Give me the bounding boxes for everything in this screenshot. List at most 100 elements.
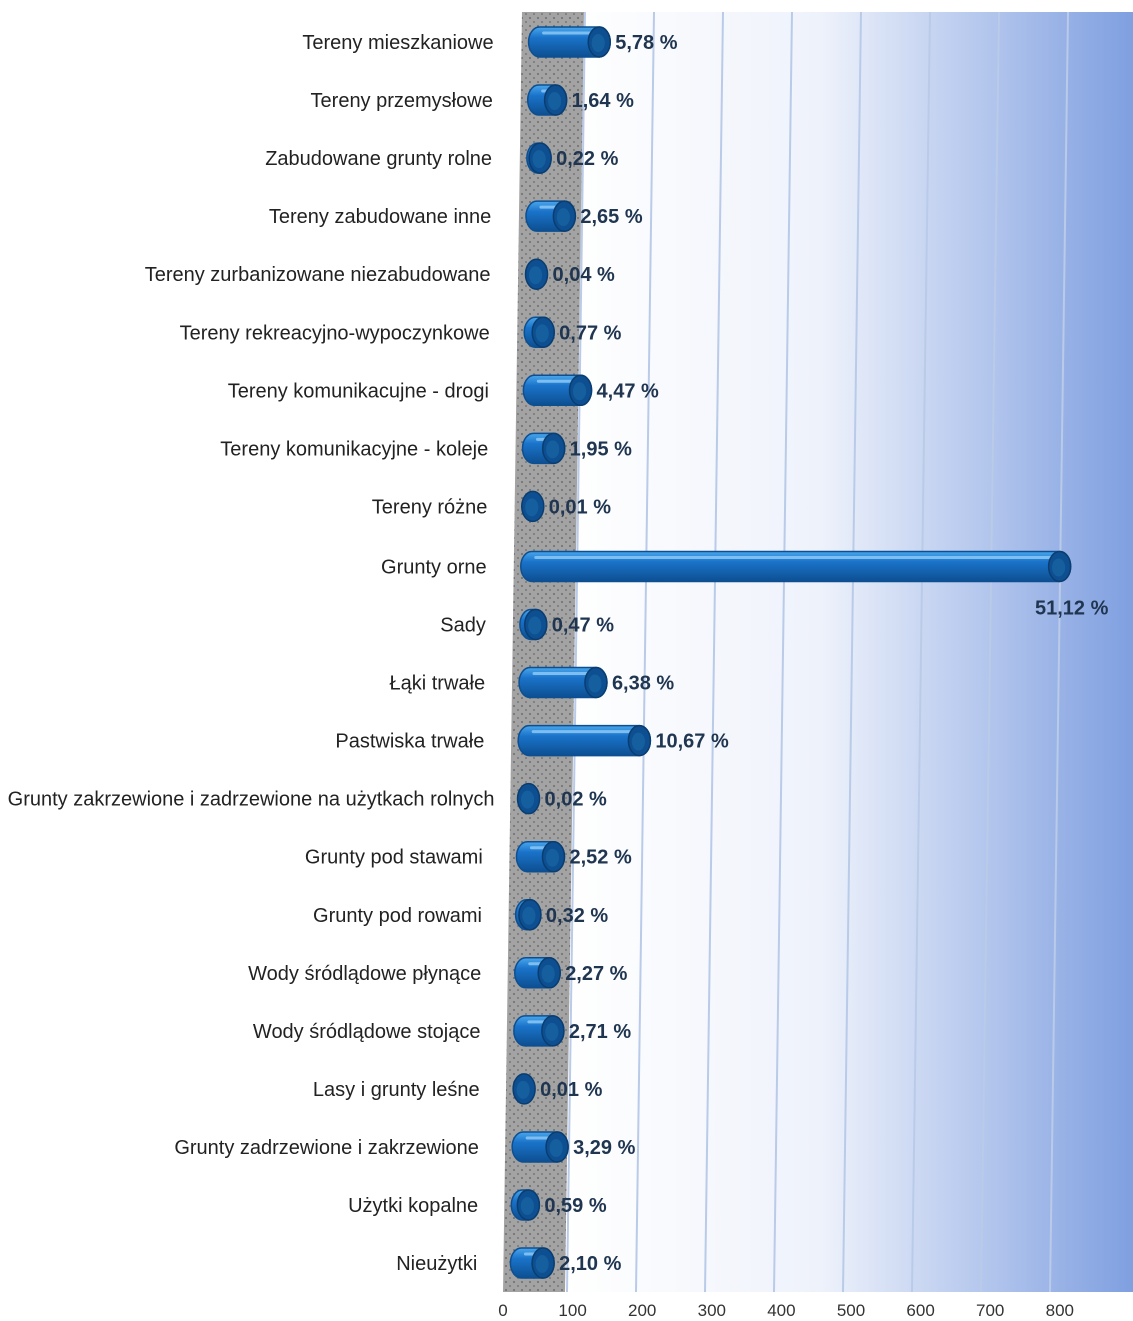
bar-cap-inner bbox=[591, 34, 605, 52]
category-label: Wody śródlądowe płynące bbox=[248, 963, 481, 985]
category-label: Tereny rekreacyjno-wypoczynkowe bbox=[180, 322, 490, 344]
bar-cap-inner bbox=[588, 674, 602, 693]
data-label: 0,77 % bbox=[559, 322, 621, 344]
bar-tereny-komunikacujne-drogi bbox=[522, 374, 593, 407]
bar-laki-trwale bbox=[518, 666, 608, 699]
bar-cap-inner bbox=[547, 92, 562, 111]
bar-cap-inner bbox=[1052, 558, 1066, 577]
bar-grunty-pod-stawami bbox=[515, 840, 566, 873]
bar-tereny-przemyslowe bbox=[527, 84, 568, 116]
data-label: 51,12 % bbox=[1035, 597, 1109, 619]
gridline-600 bbox=[911, 11, 931, 1293]
gridline-100 bbox=[566, 11, 586, 1293]
data-label: 10,67 % bbox=[655, 731, 729, 753]
category-label: Wody śródlądowe stojące bbox=[253, 1021, 481, 1043]
data-label: 2,65 % bbox=[580, 206, 642, 228]
data-label: 1,95 % bbox=[570, 438, 632, 460]
bar-cap-inner bbox=[528, 266, 543, 285]
bar-cap-inner bbox=[535, 324, 549, 343]
data-label: 2,71 % bbox=[569, 1021, 631, 1043]
tick-label: 400 bbox=[767, 1301, 795, 1320]
data-label: 0,01 % bbox=[549, 496, 611, 518]
bar-lasy-i-grunty-lesne bbox=[512, 1073, 536, 1105]
bar-tereny-zabudowane-inne bbox=[525, 200, 577, 232]
category-label: Grunty orne bbox=[381, 556, 487, 578]
data-label: 2,10 % bbox=[559, 1253, 621, 1275]
gridline-300 bbox=[704, 11, 724, 1293]
tick-label: 100 bbox=[558, 1301, 586, 1320]
plot-background bbox=[565, 12, 1133, 1292]
category-label: Tereny zurbanizowane niezabudowane bbox=[145, 264, 491, 286]
plot-area bbox=[565, 12, 1133, 1292]
bar-cap-inner bbox=[535, 1255, 549, 1274]
tick-label: 600 bbox=[906, 1301, 934, 1320]
bar-cap-inner bbox=[520, 1197, 534, 1215]
bar-tereny-zurbanizowane-niezabudowane bbox=[524, 258, 549, 290]
category-label: Zabudowane grunty rolne bbox=[265, 148, 492, 170]
bar-grunty-zadrzewione-i-zakrzewione bbox=[511, 1131, 569, 1163]
bar-cap-inner bbox=[549, 1138, 563, 1157]
bars bbox=[509, 26, 1072, 1279]
bar-cap-inner bbox=[546, 440, 560, 459]
bar-grunty-pod-rowami bbox=[514, 899, 542, 931]
bar-cap-inner bbox=[545, 848, 560, 867]
bar-zabudowane-grunty-rolne bbox=[526, 142, 552, 174]
bar-grunty-orne bbox=[520, 550, 1072, 583]
tick-label: 300 bbox=[698, 1301, 726, 1320]
gridline-700 bbox=[980, 11, 1000, 1293]
tick-label: 500 bbox=[837, 1301, 865, 1320]
category-label: Tereny komunikacujne - drogi bbox=[228, 380, 489, 402]
data-label: 0,01 % bbox=[540, 1079, 602, 1101]
bar-cap-inner bbox=[528, 616, 542, 635]
category-label: Użytki kopalne bbox=[348, 1195, 478, 1217]
bar-cap-inner bbox=[631, 732, 645, 751]
x-axis-ticks: 0 100 200 300 400 500 600 700 800 bbox=[498, 1301, 1074, 1320]
category-label: Lasy i grunty leśne bbox=[313, 1079, 480, 1101]
data-label: 0,04 % bbox=[553, 264, 615, 286]
bar-wody-srodladowe-plynace bbox=[514, 957, 561, 989]
bar-grunty-zakrzewione-i-zadrzewione-na-uzytkach-rolnych bbox=[516, 782, 541, 815]
data-labels: 5,78 % 1,64 % 0,22 % 2,65 % 0,04 % 0,77 % 4,47… bbox=[540, 32, 1108, 1275]
bar-wody-srodladowe-stojace bbox=[513, 1015, 565, 1047]
data-label: 2,52 % bbox=[569, 847, 631, 869]
category-label: Pastwiska trwałe bbox=[335, 731, 484, 753]
category-labels: Tereny mieszkaniowe Tereny przemysłowe Zab… bbox=[8, 32, 495, 1275]
data-label: 0,02 % bbox=[545, 789, 607, 811]
tick-label: 200 bbox=[628, 1301, 656, 1320]
category-label: Tereny przemysłowe bbox=[311, 90, 493, 112]
category-label: Tereny mieszkaniowe bbox=[302, 32, 493, 54]
category-label: Łąki trwałe bbox=[389, 673, 485, 695]
data-label: 0,32 % bbox=[546, 905, 608, 927]
bar-cap-inner bbox=[572, 382, 587, 401]
gridlines bbox=[566, 11, 1069, 1293]
category-label: Sady bbox=[440, 615, 486, 637]
bar-sady bbox=[519, 608, 548, 641]
data-label: 3,29 % bbox=[573, 1137, 635, 1159]
tick-label: 700 bbox=[976, 1301, 1004, 1320]
gridline-400 bbox=[773, 11, 793, 1293]
data-label: 2,27 % bbox=[565, 963, 627, 985]
gridline-800 bbox=[1049, 11, 1069, 1293]
gridline-500 bbox=[842, 11, 862, 1293]
tick-label: 800 bbox=[1046, 1301, 1074, 1320]
category-label: Grunty pod rowami bbox=[313, 905, 482, 927]
bar-cap-inner bbox=[532, 150, 546, 169]
data-label: 0,22 % bbox=[556, 148, 618, 170]
bar-cap-inner bbox=[516, 1080, 530, 1099]
bar-cap-inner bbox=[556, 208, 570, 227]
data-label: 4,47 % bbox=[597, 380, 659, 402]
category-label: Tereny różne bbox=[372, 496, 488, 518]
bar-tereny-rozne bbox=[521, 490, 545, 523]
category-label: Nieużytki bbox=[396, 1253, 477, 1275]
bar-tereny-komunikacyjne-koleje bbox=[521, 432, 566, 465]
data-label: 1,64 % bbox=[572, 90, 634, 112]
data-label: 0,59 % bbox=[544, 1195, 606, 1217]
data-label: 5,78 % bbox=[615, 32, 677, 54]
category-label: Tereny zabudowane inne bbox=[269, 206, 491, 228]
data-label: 6,38 % bbox=[612, 673, 674, 695]
bar-cap-inner bbox=[541, 964, 555, 983]
bar-tereny-mieszkaniowe bbox=[527, 26, 611, 58]
category-label: Tereny komunikacyjne - koleje bbox=[220, 438, 488, 460]
gridline-200 bbox=[635, 11, 655, 1293]
